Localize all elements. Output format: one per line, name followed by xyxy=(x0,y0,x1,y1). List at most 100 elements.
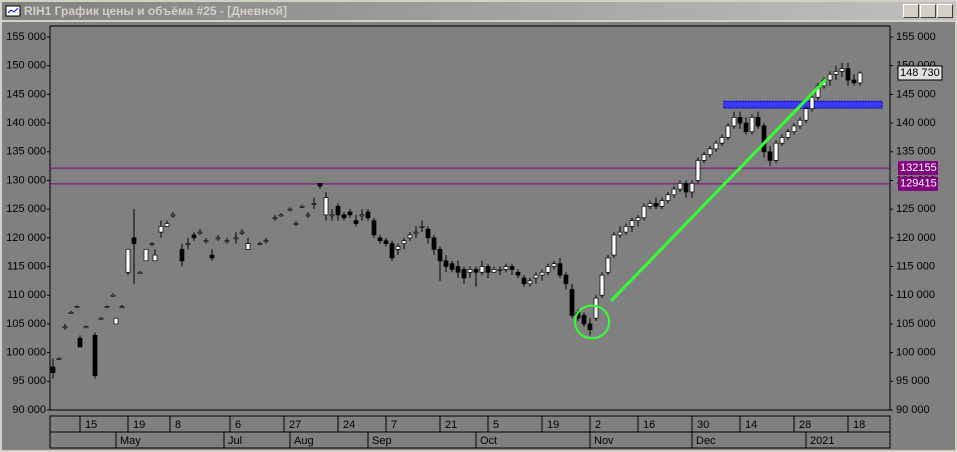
candle-body xyxy=(725,125,731,138)
candle-body xyxy=(317,182,323,187)
y-tick-label: 95 000 xyxy=(12,375,46,387)
candle-body xyxy=(113,317,119,325)
y-tick-label: 100 000 xyxy=(6,347,46,359)
candle-body xyxy=(569,289,575,316)
candle-body xyxy=(785,131,791,138)
candle-body xyxy=(839,68,845,72)
candle-body xyxy=(755,116,761,127)
y-tick-label: 140 000 xyxy=(896,117,936,129)
candle-body xyxy=(119,306,125,309)
candle-body xyxy=(479,266,485,273)
y-tick-label: 90 000 xyxy=(12,404,46,416)
candle-body xyxy=(50,366,56,374)
x-tick-label: 16 xyxy=(643,419,655,431)
candle-body xyxy=(185,243,191,245)
candle-body xyxy=(767,151,773,161)
y-tick-label: 150 000 xyxy=(6,60,46,72)
candle-body xyxy=(56,358,62,360)
candle-body xyxy=(797,119,803,127)
month-label: May xyxy=(120,435,141,447)
x-tick-label: 8 xyxy=(175,419,181,431)
y-tick-label: 120 000 xyxy=(6,232,46,244)
candle-body xyxy=(299,205,305,208)
candle-body xyxy=(749,116,755,133)
close-button[interactable] xyxy=(937,4,953,18)
candle-body xyxy=(791,125,797,133)
candle-body xyxy=(779,137,785,144)
month-label: Dec xyxy=(696,435,716,447)
level-label: 129415 xyxy=(900,178,937,190)
candle-body xyxy=(401,240,407,244)
candle-body xyxy=(713,142,719,150)
candle-body xyxy=(857,72,863,84)
y-tick-label: 90 000 xyxy=(896,404,930,416)
candle-body xyxy=(389,243,395,259)
candle-body xyxy=(743,122,749,133)
candle-body xyxy=(383,240,389,244)
candle-body xyxy=(731,116,737,127)
x-tick-label: 7 xyxy=(391,419,397,431)
candle-body xyxy=(539,271,545,276)
y-tick-label: 125 000 xyxy=(896,203,936,215)
level-label-box xyxy=(898,176,938,191)
candle-body xyxy=(641,205,647,219)
title-bar: RIH1 График цены и объёма #25 - [Дневной… xyxy=(2,2,955,20)
candle-body xyxy=(104,306,110,309)
candle-body xyxy=(833,71,839,75)
candle-body xyxy=(425,228,431,239)
candle-body xyxy=(197,231,203,234)
candle-body xyxy=(272,217,278,220)
candle-body xyxy=(677,182,683,190)
y-tick-label: 115 000 xyxy=(7,260,46,272)
candle-body xyxy=(659,200,665,207)
candle-body xyxy=(647,203,653,207)
y-tick-label: 120 000 xyxy=(896,232,936,244)
candle-body xyxy=(353,220,359,224)
highlight-ellipse xyxy=(574,304,611,340)
candle-body xyxy=(263,240,269,243)
y-tick-label: 105 000 xyxy=(6,318,46,330)
minimize-button[interactable] xyxy=(903,4,919,18)
candle-body xyxy=(287,208,293,211)
candle-body xyxy=(224,240,230,243)
x-tick-label: 19 xyxy=(133,419,145,431)
candle-body xyxy=(635,217,641,221)
candle-body xyxy=(305,214,311,217)
x-tick-label: 28 xyxy=(799,419,811,431)
candle-body xyxy=(683,182,689,193)
candle-body xyxy=(371,220,377,236)
month-label: 2021 xyxy=(810,435,834,447)
candle-body xyxy=(437,248,443,262)
candle-body xyxy=(419,226,425,228)
maximize-button[interactable] xyxy=(920,4,936,18)
candle-body xyxy=(653,203,659,207)
y-tick-label: 135 000 xyxy=(6,146,46,158)
candle-body xyxy=(215,237,221,240)
candle-body xyxy=(413,231,419,234)
candle-body xyxy=(599,274,605,296)
candle-body xyxy=(179,248,185,262)
candle-body xyxy=(533,274,539,279)
y-tick-label: 145 000 xyxy=(6,88,46,100)
candle-body xyxy=(617,231,623,236)
candle-body xyxy=(521,277,527,285)
y-tick-label: 95 000 xyxy=(896,375,930,387)
window-title: RIH1 График цены и объёма #25 - [Дневной… xyxy=(24,4,288,18)
y-tick-label: 155 000 xyxy=(896,31,936,43)
candle-body xyxy=(827,73,833,81)
x-tick-label: 24 xyxy=(343,419,355,431)
candle-body xyxy=(587,323,593,331)
candle-body xyxy=(665,194,671,201)
candle-body xyxy=(257,243,263,245)
month-label: Jul xyxy=(228,435,242,447)
candle-body xyxy=(473,269,479,273)
y-tick-label: 110 000 xyxy=(896,289,935,301)
candle-body xyxy=(671,188,677,196)
candle-body xyxy=(719,137,725,144)
candle-body xyxy=(233,237,239,240)
candle-body xyxy=(131,237,137,244)
candle-body xyxy=(701,154,707,161)
month-label: Nov xyxy=(594,435,614,447)
month-label: Sep xyxy=(372,435,392,447)
x-tick-label: 30 xyxy=(697,419,709,431)
